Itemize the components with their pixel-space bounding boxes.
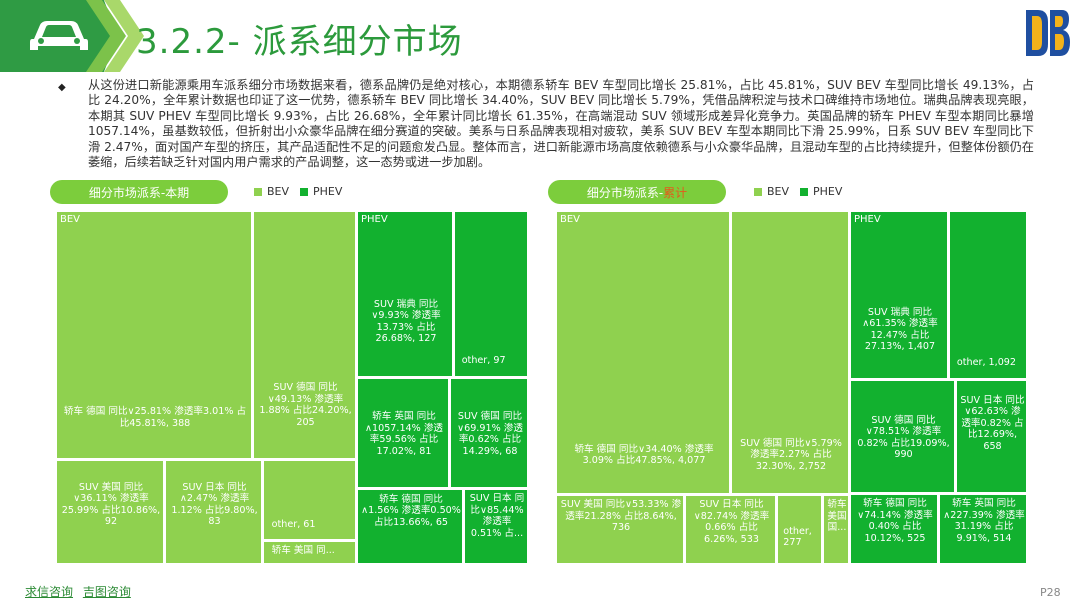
- treemap-group-label-bev: BEV: [560, 214, 581, 225]
- right-legend: BEV PHEV: [754, 185, 842, 198]
- treemap-cell[interactable]: SUV 美国 同比∨36.11% 渗透率25.99% 占比10.86%, 92: [56, 460, 164, 564]
- bullet-marker: ◆: [58, 82, 66, 93]
- treemap-cell-label: SUV 日本 同比∨85.44% 渗透率0.51% 占...: [469, 493, 525, 539]
- treemap-cell[interactable]: SUV 德国 同比∨78.51% 渗透率0.82% 占比19.09%, 990: [850, 380, 955, 493]
- treemap-cell[interactable]: SUV 瑞典 同比∨9.93% 渗透率13.73% 占比26.68%, 127: [357, 211, 453, 377]
- treemap-cell-label: other, 1,092: [956, 357, 1017, 369]
- treemap-cell[interactable]: 轿车 英国 同比∧227.39% 渗透率31.19% 占比9.91%, 514: [939, 494, 1027, 564]
- summary-paragraph: 从这份进口新能源乘用车派系细分市场数据来看，德系品牌仍是绝对核心，本期德系轿车 …: [88, 78, 1034, 170]
- treemap-cell-label: SUV 瑞典 同比∨9.93% 渗透率13.73% 占比26.68%, 127: [371, 298, 441, 345]
- legend-phev-label: PHEV: [813, 185, 843, 198]
- treemap-cell-label: 轿车 德国 同比∨34.40% 渗透率3.09% 占比47.85%, 4,077: [574, 443, 714, 467]
- legend-phev-swatch: [300, 187, 309, 196]
- treemap-cell-label: SUV 美国 同比∨53.33% 渗透率21.28% 占比8.64%, 736: [560, 499, 682, 533]
- legend-bev-swatch: [254, 187, 262, 196]
- treemap-cell-label: SUV 日本 同比∧2.47% 渗透率1.12% 占比9.80%, 83: [171, 481, 258, 528]
- car-icon: [30, 21, 88, 50]
- treemap-cell-label: SUV 德国 同比∨49.13% 渗透率1.88% 占比24.20%, 205: [259, 382, 352, 428]
- footer-link-jitu[interactable]: 吉图咨询: [82, 585, 131, 599]
- left-legend: BEV PHEV: [254, 185, 342, 198]
- treemap-cell[interactable]: SUV 日本 同比∧2.47% 渗透率1.12% 占比9.80%, 83: [165, 460, 262, 564]
- treemap-cell[interactable]: other, 97: [454, 211, 528, 377]
- treemap-cell[interactable]: SUV 瑞典 同比∧61.35% 渗透率12.47% 占比27.13%, 1,4…: [850, 211, 948, 379]
- treemap-cell[interactable]: 轿车 德国 同比∨74.14% 渗透率0.40% 占比10.12%, 525: [850, 494, 938, 564]
- treemap-cell[interactable]: SUV 德国 同比∨49.13% 渗透率1.88% 占比24.20%, 205: [253, 211, 356, 459]
- treemap-cell[interactable]: 轿车 美国 同...: [263, 541, 356, 564]
- treemap-cell-label: other, 277: [783, 525, 812, 549]
- treemap-cell-label: SUV 德国 同比∨5.79% 渗透率2.27% 占比32.30%, 2,752: [740, 437, 842, 472]
- legend-phev-swatch: [800, 187, 809, 196]
- legend-bev-swatch: [754, 187, 762, 196]
- treemap-cell[interactable]: SUV 日本 同比∨85.44% 渗透率0.51% 占...: [464, 489, 528, 564]
- treemap-cell-label: SUV 德国 同比∨69.91% 渗透率0.62% 占比14.29%, 68: [457, 411, 523, 457]
- treemap-cell-label: SUV 日本 同比∨82.74% 渗透率0.66% 占比6.26%, 533: [693, 499, 770, 545]
- treemap-cell[interactable]: 轿车 德国 同比∧1.56% 渗透率0.50% 占比13.66%, 65: [357, 489, 463, 564]
- treemap-cell[interactable]: 轿车 德国 同比∨25.81% 渗透率3.01% 占比45.81%, 388: [56, 211, 252, 459]
- treemap-cell[interactable]: other, 61: [263, 460, 356, 540]
- treemap-cell-label: 轿车 英国 同比∧1057.14% 渗透率59.56% 占比17.02%, 81: [364, 411, 444, 457]
- page-number: P28: [1040, 586, 1061, 599]
- treemap-cell[interactable]: other, 1,092: [949, 211, 1027, 379]
- treemap-cell[interactable]: SUV 日本 同比∨62.63% 渗透率0.82% 占比12.69%, 658: [956, 380, 1027, 493]
- legend-bev-label: BEV: [767, 185, 790, 198]
- treemap-cell[interactable]: SUV 德国 同比∨5.79% 渗透率2.27% 占比32.30%, 2,752: [731, 211, 849, 494]
- treemap-cell[interactable]: SUV 德国 同比∨69.91% 渗透率0.62% 占比14.29%, 68: [450, 378, 528, 488]
- treemap-cell[interactable]: SUV 日本 同比∨82.74% 渗透率0.66% 占比6.26%, 533: [685, 495, 776, 564]
- treemap-cell-label: 轿车 德国 同比∨74.14% 渗透率0.40% 占比10.12%, 525: [857, 498, 933, 544]
- right-chart-title-prefix: 细分市场派系-: [586, 185, 664, 200]
- header-band: 3.2.2- 派系细分市场: [0, 0, 1080, 72]
- treemap-cell[interactable]: SUV 美国 同比∨53.33% 渗透率21.28% 占比8.64%, 736: [556, 495, 684, 564]
- treemap-cell-label: SUV 德国 同比∨78.51% 渗透率0.82% 占比19.09%, 990: [857, 414, 950, 461]
- treemap-cell-label: SUV 瑞典 同比∧61.35% 渗透率12.47% 占比27.13%, 1,4…: [862, 306, 938, 353]
- treemap-group-label-bev: BEV: [60, 214, 81, 225]
- treemap-cell-label: 轿车 德国 同比∨25.81% 渗透率3.01% 占比45.81%, 388: [63, 406, 247, 429]
- treemap-cell-label: SUV 日本 同比∨62.63% 渗透率0.82% 占比12.69%, 658: [960, 394, 1025, 452]
- treemap-cell[interactable]: 轿车 德国 同比∨34.40% 渗透率3.09% 占比47.85%, 4,077: [556, 211, 730, 494]
- treemap-cell[interactable]: 轿车 英国 同比∧1057.14% 渗透率59.56% 占比17.02%, 81: [357, 378, 449, 488]
- left-chart-title-pill: 细分市场派系-本期: [50, 180, 228, 204]
- treemap-group-label-phev: PHEV: [854, 214, 881, 225]
- treemap-cell-label: 轿车 美国 同...: [271, 545, 335, 556]
- treemap-cell-label: SUV 美国 同比∨36.11% 渗透率25.99% 占比10.86%, 92: [61, 481, 161, 528]
- treemap-cell-label: 轿车 美国 国...: [827, 499, 847, 533]
- left-chart-title: 细分市场派系-本期: [88, 185, 190, 200]
- treemap-group-label-phev: PHEV: [361, 214, 388, 225]
- right-chart-title-pill: 细分市场派系- 累计: [548, 180, 726, 204]
- treemap-cell[interactable]: other, 277: [777, 495, 822, 564]
- page-title: 3.2.2- 派系细分市场: [136, 22, 463, 62]
- treemap-cell-label: other, 97: [461, 355, 506, 367]
- right-chart-title-highlight: 累计: [663, 185, 688, 200]
- treemap-cell-label: 轿车 德国 同比∧1.56% 渗透率0.50% 占比13.66%, 65: [361, 493, 461, 528]
- treemap-cell[interactable]: 轿车 美国 国...: [823, 495, 849, 564]
- footer-link-qiuxin[interactable]: 求信咨询: [25, 585, 74, 599]
- db-logo-icon: [1026, 10, 1070, 56]
- footer-links: 求信咨询 吉图咨询: [25, 583, 137, 600]
- legend-bev-label: BEV: [267, 185, 290, 198]
- treemap-cell-label: other, 61: [271, 519, 316, 530]
- treemap-cell-label: 轿车 英国 同比∧227.39% 渗透率31.19% 占比9.91%, 514: [943, 498, 1025, 544]
- legend-phev-label: PHEV: [313, 185, 343, 198]
